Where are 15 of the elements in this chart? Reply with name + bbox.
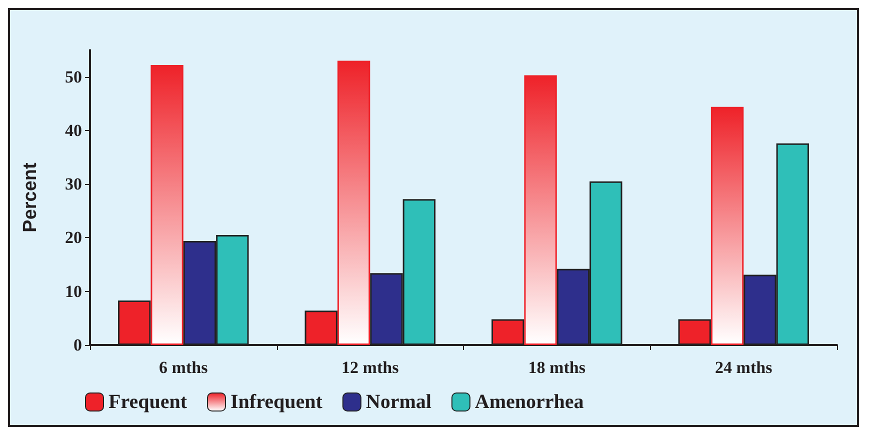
y-axis-title: Percent — [20, 162, 41, 232]
x-tick-label: 6 mths — [159, 358, 208, 377]
x-tick-label: 18 mths — [528, 358, 586, 377]
y-tick-label: 30 — [65, 174, 82, 194]
legend-label: Amenorrhea — [474, 391, 584, 413]
legend-label: Infrequent — [230, 391, 323, 413]
legend-label: Normal — [366, 391, 432, 413]
x-tick-label: 24 mths — [715, 358, 773, 377]
y-tick-label: 40 — [65, 120, 82, 140]
y-tick-label: 0 — [74, 336, 82, 354]
x-tick-label: 12 mths — [342, 358, 400, 377]
legend-label: Frequent — [108, 391, 188, 413]
y-tick-label: 50 — [65, 67, 82, 86]
y-tick-label: 10 — [65, 282, 82, 301]
y-tick-label: 20 — [65, 228, 82, 248]
